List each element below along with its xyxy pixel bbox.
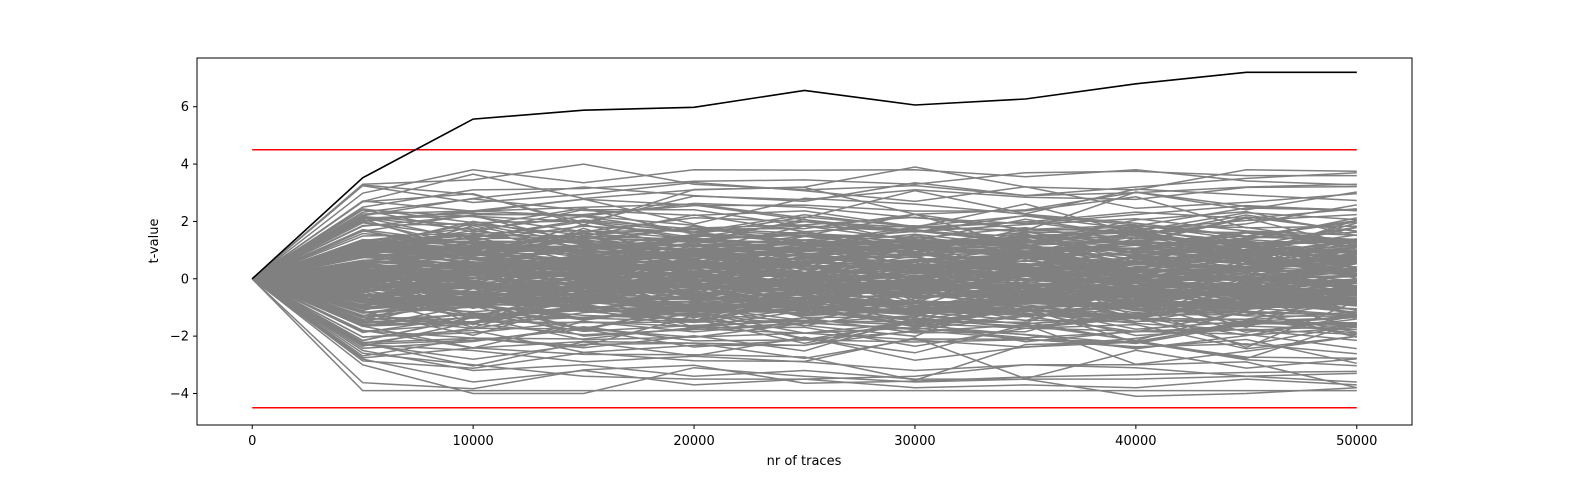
noise-series-line <box>251 170 1357 280</box>
noise-series-line <box>252 248 1357 280</box>
noise-series-line <box>251 278 1357 345</box>
noise-series-line <box>251 169 1357 280</box>
noise-series-line <box>252 258 1357 296</box>
noise-series-line <box>251 278 1357 342</box>
noise-series-line <box>251 278 1357 350</box>
noise-series-line <box>251 238 1357 280</box>
noise-series-line <box>251 278 1357 381</box>
noise-series-line <box>252 278 1357 328</box>
noise-series-line <box>252 265 1357 294</box>
noise-series-line <box>252 260 1357 282</box>
y-axis-label: t-value <box>147 219 162 264</box>
noise-series-line <box>252 258 1357 301</box>
noise-series-line <box>251 278 1357 337</box>
noise-series-line <box>252 261 1357 281</box>
noise-series-line <box>251 278 1357 361</box>
x-axis: 0 10000 20000 30000 40000 50000 <box>248 425 1377 449</box>
plot-frame <box>196 57 1413 426</box>
noise-series-line <box>251 278 1357 317</box>
y-tick-label: −4 <box>170 387 189 402</box>
noise-series-line <box>252 278 1357 323</box>
noise-series-line <box>251 181 1357 280</box>
noise-series-line <box>252 234 1357 280</box>
y-tick-label: −2 <box>170 330 189 345</box>
noise-series-line <box>251 278 1357 389</box>
noise-series-line <box>251 184 1357 280</box>
noise-series-line <box>251 207 1357 280</box>
noise-series-line <box>252 218 1357 280</box>
series-layer <box>251 71 1358 409</box>
noise-series-line <box>251 278 1357 398</box>
noise-series-line <box>251 278 1357 334</box>
y-axis: −4 −2 0 2 4 6 <box>170 100 197 402</box>
noise-series-line <box>251 278 1357 383</box>
x-tick-label: 20000 <box>673 434 714 449</box>
noise-series-line <box>251 196 1357 280</box>
x-tick-label: 50000 <box>1336 434 1377 449</box>
noise-series-line <box>251 278 1357 392</box>
x-axis-label: nr of traces <box>767 454 842 469</box>
y-tick-label: 4 <box>181 158 189 173</box>
y-tick-label: 2 <box>181 215 189 230</box>
noise-series-line <box>251 278 1357 390</box>
noise-series-line <box>251 230 1357 280</box>
noise-series-line <box>251 217 1357 280</box>
noise-series-line <box>252 227 1357 280</box>
noise-series-line <box>251 163 1357 280</box>
noise-series-line <box>251 223 1357 280</box>
x-tick-label: 30000 <box>894 434 935 449</box>
noise-series-line <box>251 278 1357 365</box>
noise-series-line <box>251 278 1357 378</box>
noise-series-line <box>251 203 1357 280</box>
noise-series-line <box>252 278 1357 329</box>
noise-series-line <box>251 278 1357 344</box>
x-tick-label: 10000 <box>452 434 493 449</box>
y-tick-label: 0 <box>181 272 189 287</box>
noise-series-line <box>251 211 1357 280</box>
x-tick-label: 0 <box>248 434 256 449</box>
x-tick-label: 40000 <box>1115 434 1156 449</box>
noise-series-line <box>251 223 1357 280</box>
leaking-series-line <box>251 71 1357 280</box>
noise-series-line <box>251 191 1357 280</box>
noise-series-line <box>251 166 1357 280</box>
y-tick-label: 6 <box>181 100 189 115</box>
noise-series-line <box>251 278 1357 366</box>
